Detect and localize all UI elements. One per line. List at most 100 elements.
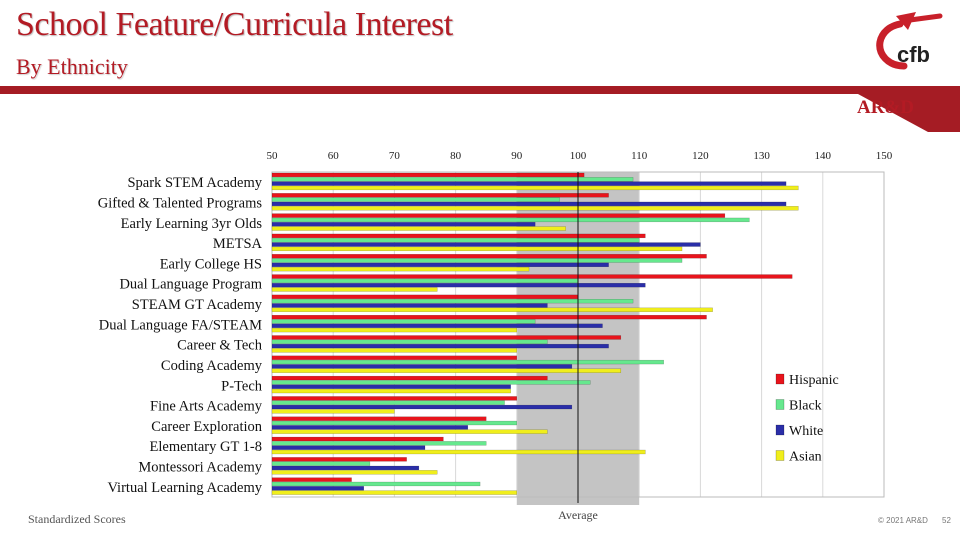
cfb-logo-icon (876, 12, 943, 70)
bar-hispanic (271, 193, 609, 198)
bar-hispanic (271, 335, 622, 340)
x-tick-label: 110 (631, 150, 648, 162)
x-tick-label: 120 (692, 150, 709, 162)
bar-hispanic (271, 213, 726, 218)
bar-hispanic (271, 416, 487, 421)
category-label: Early College HS (160, 256, 262, 272)
bar-hispanic (271, 314, 707, 320)
bar-asian (271, 388, 511, 394)
legend-label-black: Black (789, 399, 822, 414)
bar-white (271, 364, 573, 369)
category-label: P-Tech (221, 378, 263, 394)
bar-hispanic (271, 294, 579, 299)
bar-white (271, 486, 365, 491)
bar-hispanic (271, 355, 518, 360)
category-label: Career & Tech (177, 338, 263, 354)
bar-black (271, 441, 487, 446)
legend-swatch-asian (775, 450, 785, 461)
category-label: Dual Language Program (119, 277, 262, 293)
page-title: School Feature/Curricula Interest (16, 6, 453, 43)
bar-asian (271, 449, 646, 455)
category-label: Career Exploration (151, 419, 262, 435)
x-tick-label: 60 (328, 150, 340, 162)
bar-black (271, 177, 634, 182)
legend-swatch-white (775, 424, 785, 436)
category-label: Virtual Learning Academy (107, 480, 262, 496)
bar-hispanic (271, 457, 407, 462)
bar-hispanic (271, 375, 548, 381)
x-tick-label: 150 (876, 150, 893, 162)
category-label: METSA (213, 236, 263, 252)
bar-white (271, 404, 573, 410)
bar-asian (271, 307, 713, 312)
bar-white (271, 303, 548, 308)
x-tick-label: 80 (450, 150, 462, 162)
category-label: Fine Arts Academy (150, 399, 263, 415)
bar-asian (271, 368, 622, 373)
logo-text: cfb (897, 42, 930, 67)
footer-note: Standardized Scores (28, 512, 126, 526)
header-wedge (858, 94, 960, 132)
x-tick-label: 140 (815, 150, 832, 162)
bar-black (271, 400, 505, 405)
bar-white (271, 242, 701, 247)
bar-hispanic (271, 274, 793, 279)
bar-black (271, 420, 518, 426)
bar-black (271, 217, 750, 223)
bar-black (271, 197, 560, 202)
bar-black (271, 258, 683, 263)
legend-swatch-black (775, 399, 785, 410)
bar-hispanic (271, 477, 352, 482)
bar-asian (271, 429, 548, 434)
legend-label-asian: Asian (789, 450, 822, 465)
legend-label-white: White (789, 424, 823, 439)
category-label: Early Learning 3yr Olds (121, 216, 263, 232)
bar-white (271, 262, 609, 268)
bar-asian (271, 327, 518, 333)
bar-black (271, 238, 640, 243)
category-label: Dual Language FA/STEAM (99, 317, 262, 333)
bar-asian (271, 267, 530, 272)
ard-badge: AR&D (857, 97, 914, 118)
bar-white (271, 181, 787, 186)
category-label: Gifted & Talented Programs (98, 195, 263, 211)
bar-black (271, 278, 579, 284)
x-tick-label: 100 (570, 150, 587, 162)
average-label: Average (558, 508, 598, 522)
page-number: 52 (942, 516, 951, 525)
bar-hispanic (271, 396, 518, 401)
bar-white (271, 425, 469, 430)
bar-asian (271, 185, 799, 191)
bar-asian (271, 348, 518, 353)
x-tick-label: 130 (753, 150, 770, 162)
bar-asian (271, 246, 683, 252)
footer-copyright: © 2021 AR&D (878, 516, 928, 525)
x-tick-label: 90 (511, 150, 523, 162)
bar-white (271, 323, 603, 328)
bar-white (271, 445, 426, 450)
header-bar (0, 86, 960, 94)
x-tick-label: 70 (389, 150, 401, 162)
bar-asian (271, 206, 799, 211)
bar-white (271, 384, 511, 389)
bar-hispanic (271, 172, 585, 178)
legend-swatch-hispanic (775, 373, 785, 385)
bar-asian (271, 226, 566, 231)
bar-hispanic (271, 436, 444, 442)
x-tick-label: 50 (267, 150, 279, 162)
category-label: Montessori Academy (138, 460, 262, 476)
category-label: Coding Academy (161, 358, 263, 374)
bar-black (271, 380, 591, 385)
bar-asian (271, 409, 395, 414)
bar-asian (271, 470, 438, 475)
bar-asian (271, 287, 438, 292)
bar-white (271, 222, 536, 227)
category-label: Spark STEM Academy (127, 175, 262, 191)
bar-black (271, 481, 481, 487)
bar-black (271, 298, 634, 304)
bar-black (271, 359, 664, 365)
category-label: Elementary GT 1-8 (150, 439, 262, 455)
bar-asian (271, 490, 518, 495)
bar-black (271, 319, 536, 324)
